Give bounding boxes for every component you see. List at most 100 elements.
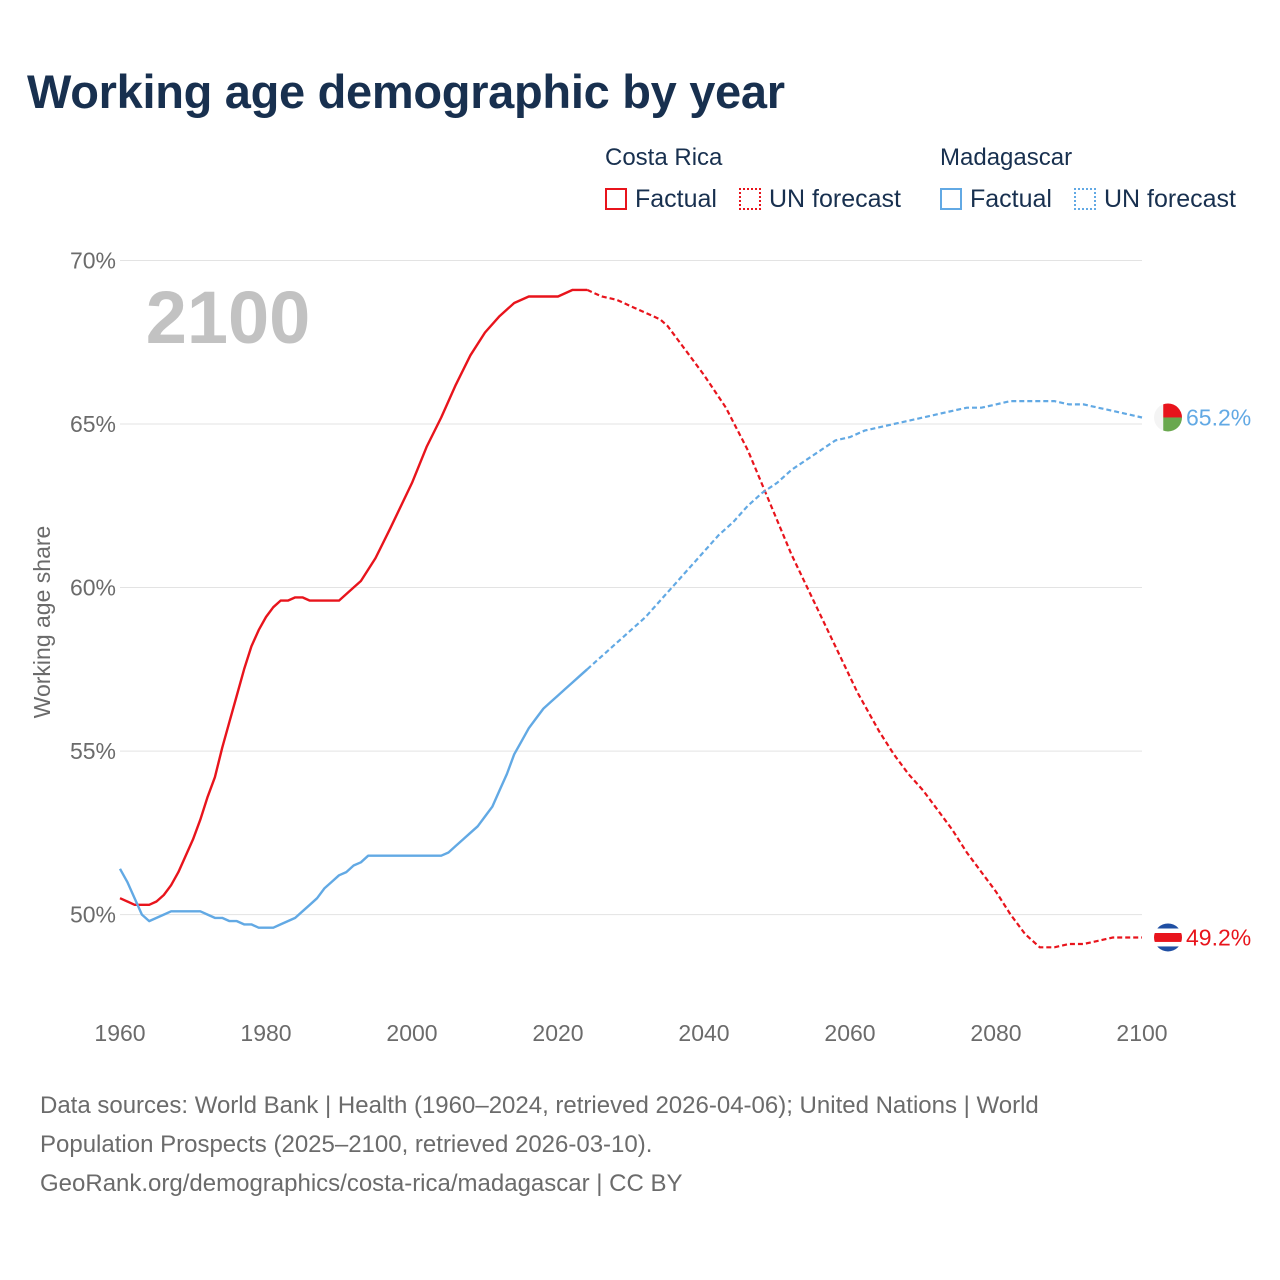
madagascar-data-point[interactable] xyxy=(474,822,482,830)
madagascar-data-point[interactable] xyxy=(138,911,146,919)
costa-rica-data-point[interactable] xyxy=(182,852,190,860)
costa-rica-data-point[interactable] xyxy=(627,302,635,310)
madagascar-data-point[interactable] xyxy=(1138,413,1146,421)
costa-rica-data-point[interactable] xyxy=(269,603,277,611)
madagascar-data-point[interactable] xyxy=(831,436,839,444)
madagascar-data-point[interactable] xyxy=(240,920,248,928)
legend-costa-rica-factual[interactable]: Factual xyxy=(605,184,717,214)
madagascar-data-point[interactable] xyxy=(773,479,781,487)
madagascar-data-point[interactable] xyxy=(685,564,693,572)
costa-rica-data-point[interactable] xyxy=(904,770,912,778)
costa-rica-data-point[interactable] xyxy=(642,309,650,317)
madagascar-data-point[interactable] xyxy=(642,613,650,621)
costa-rica-data-point[interactable] xyxy=(320,597,328,605)
costa-rica-data-point[interactable] xyxy=(160,891,168,899)
costa-rica-data-point[interactable] xyxy=(1050,943,1058,951)
madagascar-data-point[interactable] xyxy=(328,878,336,886)
costa-rica-data-point[interactable] xyxy=(204,793,212,801)
costa-rica-data-point[interactable] xyxy=(277,597,285,605)
madagascar-data-point[interactable] xyxy=(452,842,460,850)
madagascar-data-point[interactable] xyxy=(700,548,708,556)
madagascar-data-point[interactable] xyxy=(802,456,810,464)
costa-rica-data-point[interactable] xyxy=(810,597,818,605)
madagascar-data-point[interactable] xyxy=(875,423,883,431)
madagascar-data-point[interactable] xyxy=(532,714,540,722)
madagascar-data-point[interactable] xyxy=(919,413,927,421)
costa-rica-data-point[interactable] xyxy=(145,901,153,909)
footer-attribution-link[interactable]: GeoRank.org/demographics/costa-rica/mada… xyxy=(40,1170,683,1197)
costa-rica-data-point[interactable] xyxy=(766,499,774,507)
costa-rica-data-point[interactable] xyxy=(963,848,971,856)
costa-rica-data-point[interactable] xyxy=(386,525,394,533)
madagascar-data-point[interactable] xyxy=(145,917,153,925)
madagascar-data-point[interactable] xyxy=(364,852,372,860)
madagascar-data-point[interactable] xyxy=(598,652,606,660)
madagascar-data-point[interactable] xyxy=(547,698,555,706)
madagascar-data-point[interactable] xyxy=(393,852,401,860)
madagascar-data-point[interactable] xyxy=(189,907,197,915)
madagascar-data-point[interactable] xyxy=(284,917,292,925)
costa-rica-data-point[interactable] xyxy=(1138,933,1146,941)
costa-rica-data-point[interactable] xyxy=(262,613,270,621)
costa-rica-data-point[interactable] xyxy=(656,315,664,323)
madagascar-data-point[interactable] xyxy=(131,894,139,902)
madagascar-data-point[interactable] xyxy=(255,924,263,932)
madagascar-data-point[interactable] xyxy=(1021,397,1029,405)
madagascar-data-point[interactable] xyxy=(459,835,467,843)
legend-madagascar-forecast[interactable]: UN forecast xyxy=(1074,184,1236,214)
madagascar-data-point[interactable] xyxy=(277,920,285,928)
costa-rica-data-point[interactable] xyxy=(466,351,474,359)
costa-rica-data-point[interactable] xyxy=(992,888,1000,896)
madagascar-data-point[interactable] xyxy=(481,812,489,820)
costa-rica-data-point[interactable] xyxy=(977,868,985,876)
costa-rica-data-point[interactable] xyxy=(247,642,255,650)
costa-rica-data-point[interactable] xyxy=(167,881,175,889)
madagascar-data-point[interactable] xyxy=(561,685,569,693)
madagascar-data-point[interactable] xyxy=(174,907,182,915)
costa-rica-factual-line[interactable] xyxy=(119,288,588,906)
costa-rica-data-point[interactable] xyxy=(664,322,672,330)
madagascar-data-point[interactable] xyxy=(612,639,620,647)
madagascar-data-point[interactable] xyxy=(291,914,299,922)
madagascar-data-point[interactable] xyxy=(977,404,985,412)
madagascar-data-point[interactable] xyxy=(247,920,255,928)
madagascar-data-point[interactable] xyxy=(1109,407,1117,415)
madagascar-data-point[interactable] xyxy=(196,907,204,915)
costa-rica-data-point[interactable] xyxy=(153,898,161,906)
costa-rica-data-point[interactable] xyxy=(1021,930,1029,938)
madagascar-data-point[interactable] xyxy=(510,750,518,758)
madagascar-data-point[interactable] xyxy=(423,852,431,860)
costa-rica-data-point[interactable] xyxy=(678,342,686,350)
madagascar-data-point[interactable] xyxy=(408,852,416,860)
costa-rica-data-point[interactable] xyxy=(700,371,708,379)
madagascar-forecast-line[interactable] xyxy=(586,400,1143,671)
madagascar-data-point[interactable] xyxy=(671,580,679,588)
costa-rica-data-point[interactable] xyxy=(291,593,299,601)
costa-rica-forecast-line[interactable] xyxy=(586,288,1142,949)
madagascar-data-point[interactable] xyxy=(211,914,219,922)
costa-rica-data-point[interactable] xyxy=(554,292,562,300)
madagascar-data-point[interactable] xyxy=(445,848,453,856)
madagascar-data-point[interactable] xyxy=(554,691,562,699)
costa-rica-data-point[interactable] xyxy=(437,413,445,421)
madagascar-data-point[interactable] xyxy=(1123,410,1131,418)
costa-rica-data-point[interactable] xyxy=(788,551,796,559)
madagascar-data-point[interactable] xyxy=(525,724,533,732)
madagascar-data-point[interactable] xyxy=(539,705,547,713)
madagascar-data-point[interactable] xyxy=(153,914,161,922)
madagascar-data-point[interactable] xyxy=(350,862,358,870)
costa-rica-data-point[interactable] xyxy=(372,554,380,562)
costa-rica-data-point[interactable] xyxy=(299,593,307,601)
madagascar-data-point[interactable] xyxy=(861,427,869,435)
madagascar-data-point[interactable] xyxy=(576,672,584,680)
costa-rica-data-point[interactable] xyxy=(255,626,263,634)
costa-rica-data-point[interactable] xyxy=(481,328,489,336)
costa-rica-data-point[interactable] xyxy=(189,835,197,843)
costa-rica-data-point[interactable] xyxy=(496,312,504,320)
costa-rica-data-point[interactable] xyxy=(1036,943,1044,951)
costa-rica-data-point[interactable] xyxy=(452,381,460,389)
costa-rica-data-point[interactable] xyxy=(211,773,219,781)
madagascar-data-point[interactable] xyxy=(313,894,321,902)
costa-rica-data-point[interactable] xyxy=(919,786,927,794)
madagascar-data-point[interactable] xyxy=(306,901,314,909)
